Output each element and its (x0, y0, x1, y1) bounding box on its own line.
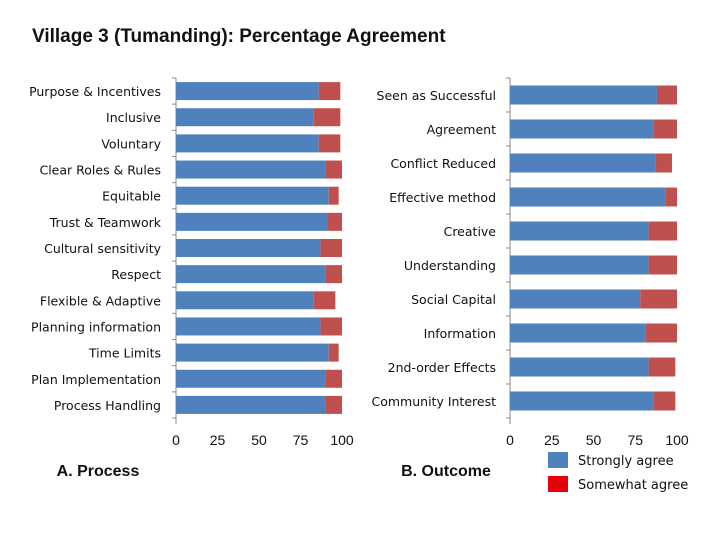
legend-label: Strongly agree (578, 454, 674, 469)
process-x-tick-label: 0 (172, 432, 180, 448)
process-panel-label: A. Process (57, 463, 140, 480)
process-bar-strongly-agree (176, 82, 319, 101)
outcome-bar-strongly-agree (510, 357, 649, 377)
outcome-category-label: Social Capital (411, 292, 496, 307)
outcome-bar-somewhat-agree (655, 153, 672, 173)
process-bar-somewhat-agree (313, 291, 336, 310)
outcome-bar-strongly-agree (510, 289, 641, 309)
process-category-label: Cultural sensitivity (44, 241, 161, 256)
outcome-bar-strongly-agree (510, 255, 649, 275)
process-bar-somewhat-agree (325, 265, 342, 284)
process-bar-somewhat-agree (320, 239, 342, 257)
process-bar-strongly-agree (176, 239, 321, 257)
process-bar-somewhat-agree (318, 134, 341, 153)
process-bar-somewhat-agree (320, 317, 342, 336)
process-x-tick-label: 25 (210, 432, 226, 448)
process-category-label: Trust & Teamwork (49, 215, 162, 230)
outcome-bar-strongly-agree (510, 119, 654, 139)
outcome-bar-strongly-agree (510, 323, 646, 343)
process-category-label: Flexible & Adaptive (40, 293, 161, 308)
process-bar-strongly-agree (176, 160, 326, 179)
process-bar-somewhat-agree (325, 369, 342, 388)
process-category-label: Voluntary (101, 136, 161, 151)
outcome-bar-somewhat-agree (640, 289, 677, 309)
process-category-label: Clear Roles & Rules (39, 163, 161, 178)
outcome-category-label: Agreement (427, 122, 497, 137)
process-bar-somewhat-agree (318, 82, 341, 101)
process-bar-strongly-agree (176, 134, 319, 153)
process-bar-strongly-agree (176, 395, 326, 414)
outcome-bar-somewhat-agree (656, 85, 677, 105)
process-bar-strongly-agree (176, 369, 326, 388)
process-bar-somewhat-agree (325, 395, 342, 414)
process-category-label: Plan Implementation (31, 372, 161, 387)
process-category-label: Respect (111, 267, 161, 282)
outcome-bar-somewhat-agree (648, 255, 677, 275)
outcome-bar-somewhat-agree (653, 119, 677, 139)
outcome-bar-strongly-agree (510, 153, 656, 173)
outcome-bar-somewhat-agree (648, 357, 676, 377)
outcome-x-tick-label: 75 (627, 432, 643, 448)
outcome-bar-somewhat-agree (665, 187, 677, 207)
process-bar-somewhat-agree (325, 160, 342, 179)
process-bar-strongly-agree (176, 317, 321, 336)
outcome-bar-strongly-agree (510, 391, 654, 411)
outcome-bar-strongly-agree (510, 85, 657, 105)
process-category-label: Time Limits (88, 346, 161, 361)
process-category-label: Process Handling (54, 398, 161, 413)
outcome-bar-strongly-agree (510, 187, 666, 207)
outcome-category-label: 2nd-order Effects (388, 360, 496, 375)
outcome-category-label: Information (424, 326, 496, 341)
process-category-label: Purpose & Incentives (29, 84, 161, 99)
outcome-bar-somewhat-agree (645, 323, 677, 343)
process-bar-somewhat-agree (328, 343, 339, 362)
page-title: Village 3 (Tumanding): Percentage Agreem… (32, 26, 446, 47)
process-bar-strongly-agree (176, 291, 314, 310)
outcome-category-label: Understanding (404, 258, 496, 273)
process-bar-somewhat-agree (327, 212, 342, 231)
outcome-panel-label: B. Outcome (401, 463, 491, 480)
process-category-label: Planning information (31, 319, 161, 334)
process-category-label: Equitable (102, 189, 161, 204)
process-x-tick-label: 50 (251, 432, 267, 448)
legend-label: Somewhat agree (578, 478, 688, 493)
outcome-bar-strongly-agree (510, 221, 649, 241)
process-x-tick-label: 100 (330, 432, 354, 448)
legend-swatch (548, 476, 568, 492)
process-bar-strongly-agree (176, 265, 326, 284)
outcome-x-tick-label: 0 (506, 432, 514, 448)
outcome-category-label: Conflict Reduced (390, 156, 496, 171)
outcome-x-tick-label: 100 (665, 432, 689, 448)
process-bar-strongly-agree (176, 343, 329, 362)
outcome-category-label: Community Interest (372, 394, 497, 409)
process-bar-strongly-agree (176, 108, 314, 127)
outcome-x-tick-label: 25 (544, 432, 560, 448)
outcome-bar-somewhat-agree (648, 221, 677, 241)
outcome-x-tick-label: 50 (586, 432, 602, 448)
legend-swatch (548, 452, 568, 468)
outcome-category-label: Effective method (389, 190, 496, 205)
process-bar-strongly-agree (176, 186, 329, 205)
process-category-label: Inclusive (106, 110, 161, 125)
outcome-bar-somewhat-agree (653, 391, 676, 411)
process-bar-somewhat-agree (313, 108, 341, 127)
outcome-category-label: Seen as Successful (377, 88, 496, 103)
process-x-tick-label: 75 (293, 432, 309, 448)
process-bar-somewhat-agree (328, 186, 339, 205)
process-bar-strongly-agree (176, 212, 328, 231)
outcome-category-label: Creative (444, 224, 497, 239)
